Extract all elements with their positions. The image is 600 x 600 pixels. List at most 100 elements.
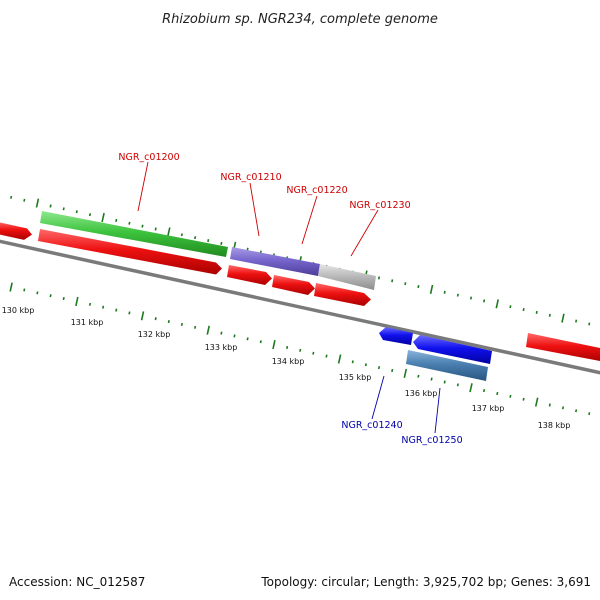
map-title: Rhizobium sp. NGR234, complete genome bbox=[162, 12, 438, 27]
cds-arrow-2[interactable] bbox=[227, 265, 272, 285]
outer-minor-tick bbox=[456, 293, 459, 297]
outer-major-tick bbox=[495, 299, 499, 309]
outer-minor-tick bbox=[62, 207, 65, 211]
inner-major-tick bbox=[272, 340, 276, 350]
leader-ngr-c01250 bbox=[434, 387, 441, 434]
inner-minor-tick bbox=[391, 368, 394, 373]
outer-minor-tick bbox=[404, 282, 407, 286]
inner-minor-tick bbox=[509, 394, 512, 398]
cds-arrow-4[interactable] bbox=[314, 283, 371, 306]
leader-ngr-c01220 bbox=[301, 195, 318, 245]
inner-minor-tick bbox=[102, 305, 105, 309]
inner-minor-tick bbox=[496, 391, 499, 396]
inner-minor-tick bbox=[259, 340, 262, 344]
label-ngr-c01240[interactable]: NGR_c01240 bbox=[341, 420, 402, 431]
outer-minor-tick bbox=[509, 305, 512, 309]
inner-minor-tick bbox=[23, 288, 26, 292]
outer-minor-tick bbox=[154, 227, 157, 231]
inner-minor-tick bbox=[180, 322, 183, 326]
outer-minor-tick bbox=[483, 299, 486, 303]
outer-minor-tick bbox=[417, 285, 420, 289]
label-leaders bbox=[137, 161, 441, 434]
outer-minor-tick bbox=[469, 296, 473, 300]
inner-minor-tick bbox=[443, 380, 446, 384]
cds-arrow-left-edge[interactable] bbox=[0, 221, 32, 240]
inner-major-tick bbox=[140, 311, 145, 321]
outer-minor-tick bbox=[588, 322, 591, 326]
outer-minor-tick bbox=[115, 218, 118, 222]
inner-major-tick bbox=[9, 282, 13, 292]
label-ngr-c01230[interactable]: NGR_c01230 bbox=[349, 200, 410, 211]
outer-major-tick bbox=[35, 198, 40, 208]
cds-arrow-1[interactable] bbox=[38, 229, 222, 275]
leader-ngr-c01230 bbox=[350, 209, 379, 257]
inner-minor-tick bbox=[430, 377, 433, 381]
kbp-label-134: 134 kbp bbox=[272, 357, 305, 366]
inner-minor-tick bbox=[312, 351, 315, 355]
inner-minor-tick bbox=[325, 354, 328, 358]
outer-minor-tick bbox=[377, 276, 381, 280]
gene-ngr-c01250[interactable] bbox=[406, 350, 488, 381]
cds-arrow-ngr-c01240[interactable] bbox=[379, 327, 413, 345]
kbp-label-137: 137 kbp bbox=[472, 404, 505, 413]
leader-ngr-c01240 bbox=[371, 375, 385, 420]
inner-minor-tick bbox=[456, 383, 459, 387]
inner-minor-tick bbox=[220, 331, 223, 335]
topology-text: Topology: circular; Length: 3,925,702 bp… bbox=[260, 575, 591, 589]
kbp-label-136: 136 kbp bbox=[405, 389, 438, 398]
outer-minor-tick bbox=[75, 210, 78, 214]
inner-minor-tick bbox=[377, 366, 381, 370]
inner-minor-tick bbox=[561, 406, 565, 410]
inner-minor-tick bbox=[286, 345, 289, 349]
genome-backbone bbox=[0, 239, 600, 375]
inner-tick-ring bbox=[9, 282, 591, 416]
inner-minor-tick bbox=[167, 320, 170, 324]
outer-minor-tick bbox=[128, 221, 131, 225]
outer-minor-tick bbox=[10, 195, 13, 199]
inner-minor-tick bbox=[36, 291, 39, 295]
inner-minor-tick bbox=[233, 334, 236, 338]
outer-minor-tick bbox=[220, 241, 223, 245]
gene-ngr-c01210[interactable] bbox=[230, 247, 320, 276]
label-ngr-c01210[interactable]: NGR_c01210 bbox=[220, 172, 281, 183]
inner-minor-tick bbox=[62, 297, 65, 301]
cds-arrow-right-edge[interactable] bbox=[526, 333, 600, 362]
kbp-label-131: 131 kbp bbox=[71, 318, 104, 327]
inner-major-tick bbox=[403, 368, 408, 378]
kbp-label-132: 132 kbp bbox=[138, 330, 171, 339]
gene-ngr-c01220[interactable] bbox=[318, 264, 376, 290]
gene-features bbox=[0, 211, 600, 381]
inner-minor-tick bbox=[588, 412, 591, 416]
outer-minor-tick bbox=[141, 224, 144, 228]
outer-minor-tick bbox=[522, 308, 525, 312]
outer-major-tick bbox=[429, 284, 434, 294]
inner-minor-tick bbox=[522, 397, 525, 401]
inner-minor-tick bbox=[194, 325, 197, 329]
inner-major-tick bbox=[337, 354, 342, 364]
outer-minor-tick bbox=[23, 198, 26, 202]
kbp-label-138: 138 kbp bbox=[538, 421, 571, 430]
cds-arrow-3[interactable] bbox=[272, 275, 315, 295]
inner-minor-tick bbox=[246, 337, 249, 341]
inner-major-tick bbox=[206, 325, 210, 335]
outer-minor-tick bbox=[443, 290, 446, 294]
inner-major-tick bbox=[75, 296, 79, 307]
leader-ngr-c01200 bbox=[137, 161, 149, 212]
leader-ngr-c01210 bbox=[249, 182, 260, 237]
label-ngr-c01200[interactable]: NGR_c01200 bbox=[118, 152, 179, 163]
kbp-label-130: 130 kbp bbox=[2, 306, 35, 315]
outer-minor-tick bbox=[391, 279, 394, 283]
inner-minor-tick bbox=[417, 374, 420, 378]
label-ngr-c01250[interactable]: NGR_c01250 bbox=[401, 435, 462, 446]
outer-minor-tick bbox=[207, 239, 210, 243]
label-ngr-c01220[interactable]: NGR_c01220 bbox=[286, 185, 347, 196]
inner-minor-tick bbox=[575, 409, 578, 413]
inner-minor-tick bbox=[364, 363, 367, 367]
gene-ngr-c01200[interactable] bbox=[40, 211, 228, 257]
kbp-labels: 130 kbp 131 kbp 132 kbp 133 kbp 134 kbp … bbox=[2, 306, 571, 430]
outer-minor-tick bbox=[535, 310, 538, 314]
outer-minor-tick bbox=[49, 204, 52, 208]
inner-minor-tick bbox=[483, 389, 486, 393]
inner-minor-tick bbox=[299, 348, 302, 352]
cds-arrow-blue-2[interactable] bbox=[413, 335, 492, 364]
